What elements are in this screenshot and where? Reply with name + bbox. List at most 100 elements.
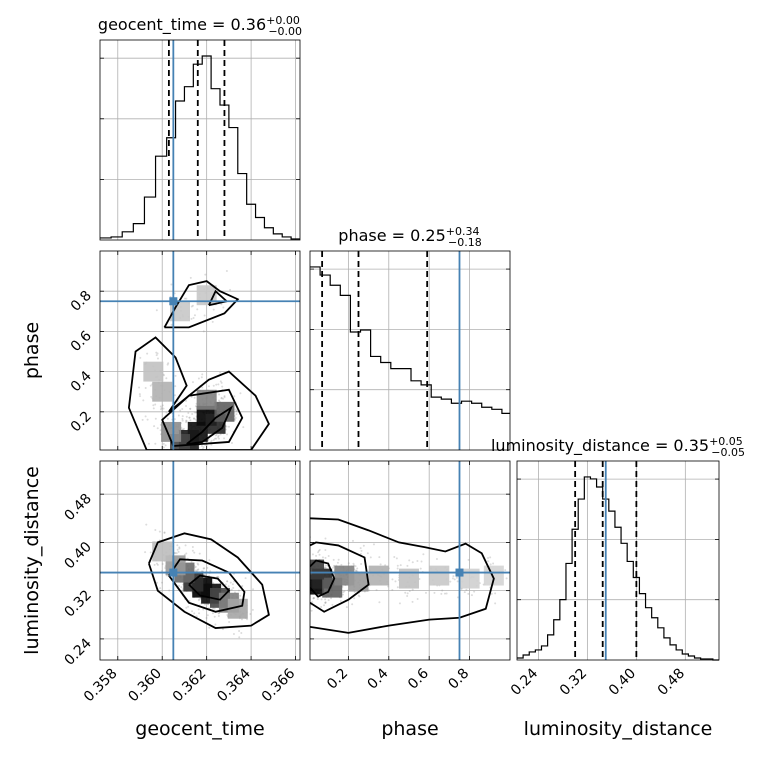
sample-point <box>192 316 195 319</box>
sample-point <box>411 588 414 591</box>
sample-point <box>185 419 188 422</box>
sample-point <box>191 545 194 548</box>
sample-point <box>393 555 396 558</box>
density-cell <box>143 361 164 382</box>
sample-point <box>317 551 320 554</box>
sample-point <box>193 396 196 399</box>
sample-point <box>185 404 188 407</box>
sample-point <box>460 588 463 591</box>
sample-point <box>181 419 184 422</box>
sample-point <box>176 544 179 547</box>
sample-point <box>174 385 177 388</box>
xtick-label-geocent_time: 0.362 <box>170 666 210 706</box>
sample-point <box>160 407 163 410</box>
sample-point <box>467 592 470 595</box>
sample-point <box>396 564 399 567</box>
sample-point <box>214 437 217 440</box>
ytick-label-luminosity_distance: 0.32 <box>61 587 94 620</box>
density-cell <box>152 541 173 562</box>
xtick-label-geocent_time: 0.360 <box>125 666 165 706</box>
sample-point <box>228 621 231 624</box>
sample-point <box>198 552 201 555</box>
sample-point <box>193 411 196 414</box>
sample-point <box>173 552 176 555</box>
sample-point <box>375 589 378 592</box>
sample-point <box>307 585 309 587</box>
sample-point <box>515 582 517 584</box>
sample-point <box>301 567 303 569</box>
ytick-label-luminosity_distance: 0.24 <box>61 635 94 668</box>
sample-point <box>308 573 310 575</box>
sample-point <box>324 598 327 601</box>
sample-point <box>197 563 200 566</box>
sample-point <box>188 416 191 419</box>
sample-point <box>204 273 207 276</box>
sample-point <box>223 396 226 399</box>
sample-point <box>159 408 162 411</box>
sample-point <box>194 418 197 421</box>
sample-point <box>489 556 492 559</box>
sample-point <box>302 560 304 562</box>
panel-title-luminosity_distance: luminosity_distance = 0.35+0.05 −0.05 <box>491 435 745 459</box>
sample-point <box>203 314 206 317</box>
sample-point <box>181 417 184 420</box>
sample-point <box>173 394 176 397</box>
xtick-label-phase: 0.6 <box>405 665 432 692</box>
sample-point <box>221 385 224 388</box>
sample-point <box>242 426 245 429</box>
x-axis-label-luminosity_distance: luminosity_distance <box>524 718 713 740</box>
contour-line <box>127 336 270 450</box>
sample-point <box>144 551 147 554</box>
sample-point <box>215 383 218 386</box>
sample-point <box>229 581 232 584</box>
sample-point <box>231 583 234 586</box>
sample-point <box>167 362 170 365</box>
xtick-label-luminosity_distance: 0.32 <box>557 666 590 699</box>
sample-point <box>240 618 243 621</box>
sample-point <box>200 376 203 379</box>
sample-point <box>235 409 238 412</box>
sample-point <box>419 567 422 570</box>
sample-point <box>153 563 156 566</box>
sample-point <box>327 599 330 602</box>
sample-point <box>178 466 180 468</box>
sample-point <box>178 584 181 587</box>
sample-point <box>305 568 307 570</box>
sample-point <box>324 549 327 552</box>
density-cell <box>310 559 325 580</box>
panel-frame-geocent_time-phase <box>99 250 301 451</box>
sample-point <box>221 628 224 631</box>
sample-point <box>360 563 363 566</box>
sample-point <box>202 330 205 333</box>
sample-point <box>238 636 241 639</box>
sample-point <box>212 384 215 387</box>
sample-point <box>494 602 497 605</box>
sample-point <box>214 623 217 626</box>
sample-point <box>237 589 240 592</box>
sample-point <box>505 577 508 580</box>
sample-point <box>198 612 201 615</box>
sample-point <box>162 374 165 377</box>
sample-point <box>170 458 172 460</box>
sample-point <box>175 454 177 456</box>
sample-point <box>150 395 153 398</box>
sample-point <box>165 377 168 380</box>
sample-point <box>138 386 141 389</box>
ytick-label-luminosity_distance: 0.40 <box>61 539 94 572</box>
sample-point <box>354 565 357 568</box>
sample-point <box>391 578 394 581</box>
sample-point <box>362 544 365 547</box>
contour-line <box>310 517 495 634</box>
sample-point <box>316 598 319 601</box>
ytick-label-phase: 0.2 <box>68 408 95 435</box>
sample-point <box>214 434 217 437</box>
sample-point <box>180 586 183 589</box>
sample-point <box>239 392 242 395</box>
sample-point <box>208 559 211 562</box>
sample-point <box>347 562 350 565</box>
sample-point <box>395 557 398 560</box>
y-axis-label-luminosity_distance: luminosity_distance <box>21 466 43 655</box>
sample-point <box>306 564 308 566</box>
density-cell <box>483 565 504 586</box>
sample-point <box>339 599 342 602</box>
